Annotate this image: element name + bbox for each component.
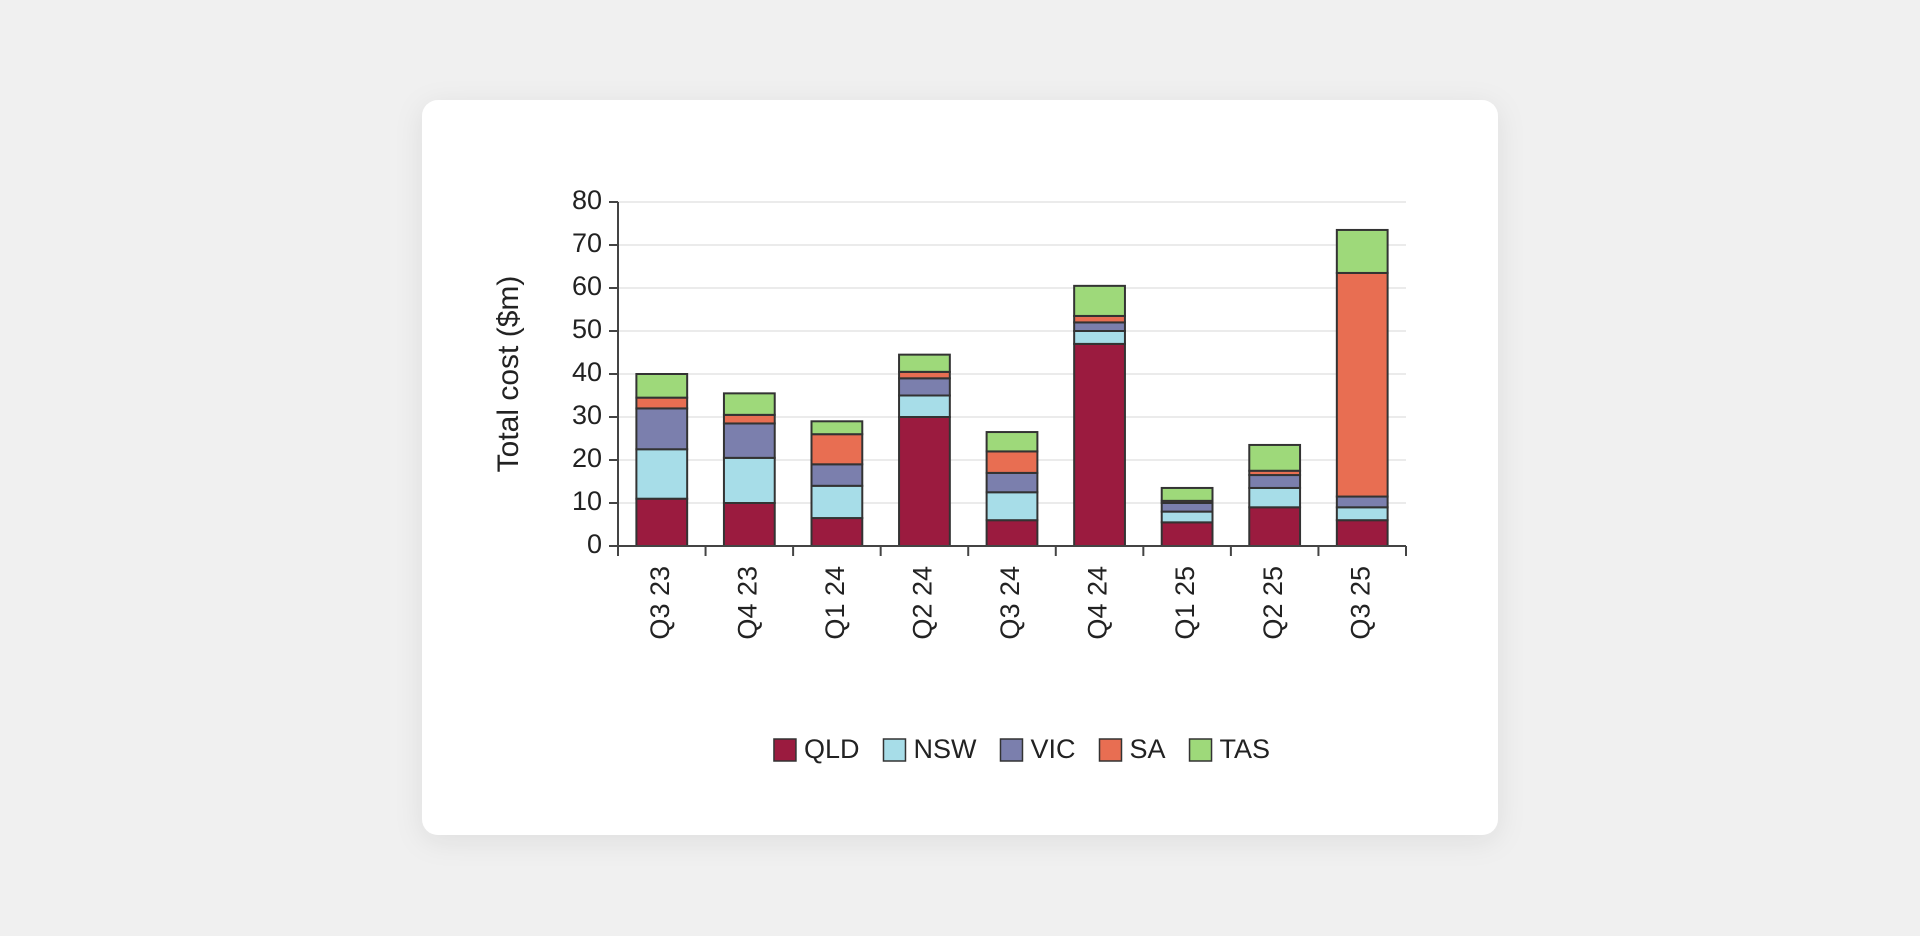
bar-segment	[985, 450, 1039, 474]
legend-label: VIC	[1030, 734, 1075, 764]
bar-segment	[810, 463, 864, 487]
bar-segment	[1073, 342, 1126, 547]
bar-segment	[635, 396, 689, 410]
x-tick-label: Q3 25	[1345, 566, 1375, 640]
bar-segment	[1335, 228, 1389, 274]
legend-swatch	[999, 738, 1024, 762]
bar-segment	[635, 373, 689, 399]
legend-label: NSW	[913, 734, 977, 764]
y-tick-label: 0	[587, 529, 602, 559]
bar-segment	[1248, 506, 1302, 547]
x-tick-label: Q1 25	[1170, 566, 1200, 640]
y-tick-label: 40	[572, 357, 602, 387]
bar-segment	[898, 416, 951, 547]
bar-segment	[1335, 495, 1389, 509]
x-tick-label: Q3 23	[645, 566, 675, 640]
y-tick-label: 70	[572, 228, 602, 258]
bar-segment	[810, 420, 864, 436]
x-tick-label: Q4 23	[732, 566, 762, 640]
bar-segment	[1335, 506, 1389, 522]
bar-segment	[1335, 519, 1389, 548]
legend-label: QLD	[804, 734, 860, 764]
bar-segment	[898, 377, 951, 397]
x-tick-label: Q1 24	[820, 566, 850, 640]
x-tick-label: Q2 24	[908, 566, 938, 640]
x-tick-label: Q3 24	[995, 566, 1025, 640]
legend-swatch	[773, 738, 797, 762]
y-tick-label: 10	[572, 486, 602, 516]
bar-segment	[1248, 443, 1302, 472]
bar-segment	[985, 431, 1039, 453]
bar-segment	[898, 353, 951, 373]
legend-label: TAS	[1220, 734, 1271, 764]
bar-segment	[810, 484, 864, 520]
bar-segment	[898, 394, 951, 418]
legend-label: SA	[1130, 734, 1166, 764]
bar-segment	[1248, 474, 1302, 489]
bar-segment	[985, 471, 1039, 494]
bar-segment	[810, 433, 864, 466]
bar-segment	[1248, 486, 1302, 509]
x-tick-label: Q2 25	[1258, 566, 1288, 640]
legend-swatch	[1188, 738, 1213, 762]
y-tick-label: 30	[572, 400, 602, 430]
bar-segment	[1073, 321, 1126, 332]
bar-segment	[722, 456, 776, 505]
bar-segment	[1335, 271, 1389, 498]
y-axis-label: Total cost ($m)	[492, 276, 525, 473]
legend-swatch	[882, 738, 907, 762]
bar-segment	[1160, 521, 1214, 547]
bar-segment	[1073, 284, 1126, 317]
bar-segment	[985, 491, 1039, 522]
bar-segment	[635, 407, 689, 451]
bar-segment	[635, 497, 689, 548]
y-tick-label: 80	[572, 185, 602, 215]
bar-segment	[722, 413, 776, 425]
y-tick-label: 20	[572, 443, 602, 473]
bar-segment	[1160, 510, 1214, 524]
bar-segment	[722, 422, 776, 459]
bar-segment	[985, 519, 1039, 548]
bar-segment	[1160, 502, 1214, 513]
x-tick-label: Q4 24	[1083, 566, 1113, 640]
card	[422, 100, 1498, 835]
y-tick-label: 60	[572, 271, 602, 301]
bar-segment	[1160, 486, 1214, 502]
bar-segment	[635, 448, 689, 500]
bar-segment	[722, 502, 776, 547]
y-tick-label: 50	[572, 314, 602, 344]
bar-segment	[722, 392, 776, 416]
legend-swatch	[1098, 738, 1123, 762]
bar-segment	[810, 517, 864, 547]
bar-segment	[1073, 330, 1126, 345]
